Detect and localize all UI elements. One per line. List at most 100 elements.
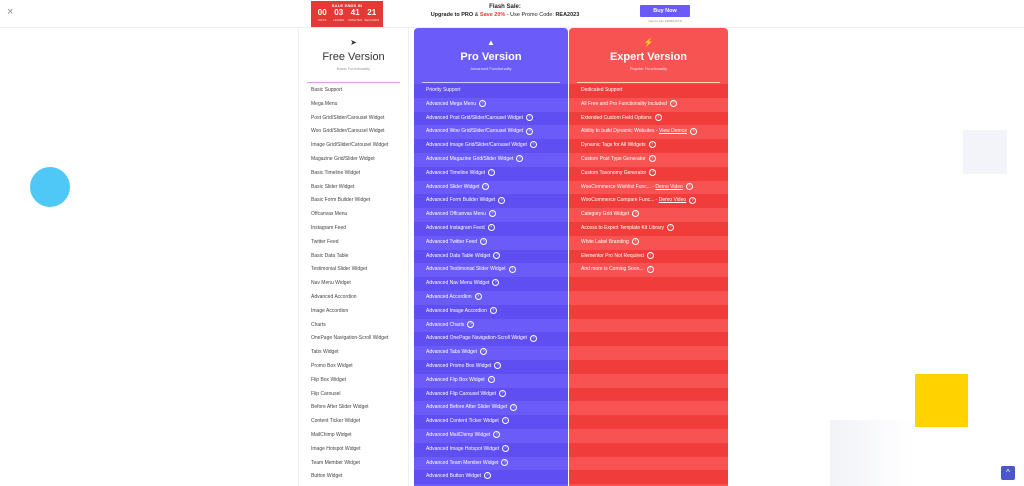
demo-link[interactable]: Demo Video [658, 197, 687, 204]
expert-feature-row: Elementor Pro Not Required? [569, 249, 728, 264]
feature-label: Advanced Offcanvas Menu [426, 211, 486, 218]
free-feature-row: Promo Box Widget [299, 360, 408, 374]
info-icon[interactable]: ? [488, 168, 496, 176]
feature-label: Team Member Widget [311, 459, 360, 466]
info-icon[interactable]: ? [498, 196, 506, 204]
info-icon[interactable]: ? [482, 182, 490, 190]
info-icon[interactable]: ? [526, 127, 534, 135]
info-icon[interactable]: ? [529, 334, 537, 342]
info-icon[interactable]: ? [631, 237, 639, 245]
pro-feature-row: Advanced Team Member Widget? [414, 457, 568, 471]
pro-feature-row: Advanced Form Builder Widget? [414, 194, 568, 209]
promo-code: REA2023 [555, 12, 580, 18]
info-icon[interactable]: ? [689, 127, 697, 135]
info-icon[interactable]: ? [689, 196, 697, 204]
countdown-label: MINUTES [348, 18, 363, 22]
info-icon[interactable]: ? [489, 306, 497, 314]
pro-version-column: ▲ Pro Version Advanced Functionality Pri… [414, 28, 568, 486]
pro-feature-row: Advanced Button Widget? [414, 470, 568, 485]
expert-feature-row [569, 277, 728, 291]
feature-label: Image Hotspot Widget [311, 445, 361, 452]
info-icon[interactable]: ? [494, 362, 502, 370]
feature-label: Advanced Team Member Widget [426, 459, 499, 466]
info-icon[interactable]: ? [667, 224, 674, 232]
free-feature-row: Basic Support [299, 84, 408, 98]
expert-feature-row [569, 346, 728, 360]
feature-label: Nav Menu Widget [311, 280, 351, 287]
save-text: Save 20% [479, 12, 506, 18]
feature-label: Custom Post Type Generator [581, 155, 646, 162]
promo-code-label: - Use Promo Code: [505, 12, 556, 18]
pro-feature-row: Advanced Promo Box Widget? [414, 359, 568, 374]
info-icon[interactable]: ? [516, 155, 524, 163]
expert-feature-row: WooCommerce Compare Func... - Demo Video… [569, 194, 728, 209]
info-icon[interactable]: ? [501, 417, 509, 425]
info-icon[interactable]: ? [510, 403, 518, 411]
expert-feature-row: WooCommerce Wishlist Func... - Demo Vide… [569, 181, 728, 195]
info-icon[interactable]: ? [474, 293, 482, 301]
feature-label: Elementor Pro Not Required [581, 252, 644, 259]
pro-feature-row: Priority Support [414, 84, 568, 98]
feature-label: Basic Data Table [311, 252, 349, 259]
feature-label: Advanced Before After Slider Widget [426, 404, 508, 411]
info-icon[interactable]: ? [501, 458, 509, 466]
buy-now-button[interactable]: Buy Now [640, 5, 690, 17]
info-icon[interactable]: ? [646, 265, 654, 273]
ampersand-text: & [473, 12, 480, 18]
flash-sale-title: Flash Sale: [489, 4, 521, 10]
feature-label: Flip Carousel [311, 390, 341, 397]
scroll-to-top-button[interactable]: ^ [1001, 466, 1015, 480]
info-icon[interactable]: ? [648, 155, 656, 163]
expert-feature-row [569, 401, 728, 415]
expert-feature-row [569, 429, 728, 443]
feature-label: Image Grid/Slider/Carousel Widget [311, 142, 389, 149]
countdown-seconds: 21 SECONDS [364, 8, 379, 22]
info-icon[interactable]: ? [649, 168, 657, 176]
info-icon[interactable]: ? [488, 210, 496, 218]
info-icon[interactable]: ? [487, 375, 495, 383]
expert-feature-row [569, 304, 728, 319]
expert-feature-list: Dedicated Support All Free and Pro Functi… [569, 84, 728, 485]
info-icon[interactable]: ? [669, 99, 677, 107]
demo-link[interactable]: Demo Video [655, 183, 683, 190]
free-feature-row: Flip Box Widget [299, 374, 408, 388]
feature-label: Basic Form Builder Widget [311, 197, 371, 204]
info-icon[interactable]: ? [480, 237, 488, 245]
info-icon[interactable]: ? [502, 444, 510, 452]
demo-link[interactable]: View Demos [659, 128, 687, 135]
feature-label: Post Grid/Slider/Carousel Widget [311, 114, 385, 121]
info-icon[interactable]: ? [508, 265, 516, 273]
feature-label: Flip Box Widget [311, 376, 347, 383]
close-icon[interactable]: × [7, 6, 14, 18]
info-icon[interactable]: ? [632, 210, 640, 218]
info-icon[interactable]: ? [487, 224, 495, 232]
info-icon[interactable]: ? [484, 472, 492, 480]
pro-feature-row: Advanced Accordion? [414, 291, 568, 305]
free-feature-row: Basic Form Builder Widget [299, 194, 408, 208]
pro-feature-row: Advanced OnePage Navigation-Scroll Widge… [414, 332, 568, 347]
info-icon[interactable]: ? [529, 141, 537, 149]
feature-label: Offcanvas Menu [311, 211, 348, 218]
info-icon[interactable]: ? [480, 348, 488, 356]
free-feature-row: Basic Timeline Widget [299, 167, 408, 181]
info-icon[interactable]: ? [646, 251, 654, 259]
info-icon[interactable]: ? [526, 113, 533, 121]
info-icon[interactable]: ? [493, 431, 501, 439]
free-version-subtitle: Basic Functionality [336, 66, 371, 71]
feature-label: Advanced Flip Carousel Widget [426, 390, 497, 397]
info-icon[interactable]: ? [479, 99, 487, 107]
feature-label: Advanced Nav Menu Widget [426, 280, 490, 287]
info-icon[interactable]: ? [493, 251, 501, 259]
pro-feature-row: Advanced Data Table Widget? [414, 249, 568, 264]
info-icon[interactable]: ? [654, 113, 662, 121]
info-icon[interactable]: ? [648, 141, 656, 149]
pro-feature-row: Advanced Offcanvas Menu? [414, 208, 568, 222]
info-icon[interactable]: ? [467, 320, 475, 328]
info-icon[interactable]: ? [685, 182, 693, 190]
countdown-value: 41 [350, 8, 360, 17]
info-icon[interactable]: ? [492, 279, 500, 287]
free-feature-row: Basic Slider Widget [299, 181, 408, 195]
free-feature-row: Nav Menu Widget [299, 277, 408, 291]
info-icon[interactable]: ? [499, 389, 507, 397]
expert-feature-row: Dynamic Tags for All Widgets? [569, 139, 728, 153]
